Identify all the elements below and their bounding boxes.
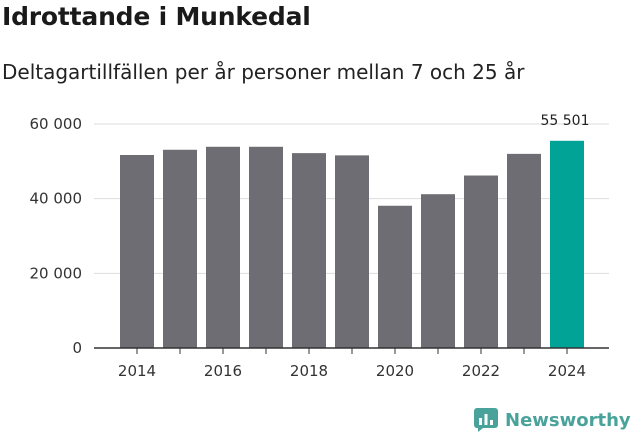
bar-2020: [378, 205, 412, 348]
bar-2024: [550, 140, 584, 348]
y-tick-label: 0: [72, 339, 82, 357]
highlight-value-label: 55 501: [541, 113, 590, 129]
brand-name: Newsworthy: [505, 409, 631, 431]
bar-2015: [163, 149, 197, 348]
bars: [120, 140, 584, 348]
x-tick-label: 2016: [204, 362, 242, 380]
bar-2016: [206, 146, 240, 348]
y-tick-label: 20 000: [30, 264, 83, 282]
bar-2014: [120, 154, 154, 348]
x-tick-label: 2024: [548, 362, 586, 380]
chart-title: Idrottande i Munkedal: [2, 2, 311, 31]
x-tick-label: 2020: [376, 362, 414, 380]
bar-2021: [421, 194, 455, 348]
bar-2023: [507, 153, 541, 348]
data-labels: 55 501: [541, 113, 590, 129]
y-tick-label: 40 000: [30, 190, 83, 208]
bar-2019: [335, 155, 369, 348]
bar-chart-icon: [474, 408, 498, 432]
bar-chart: 0 20 000 40 000 60 000 2014 2016 2018 2020 2022…: [30, 113, 609, 380]
bar-2022: [464, 175, 498, 348]
y-tick-label: 60 000: [30, 115, 83, 133]
x-tick-label: 2022: [462, 362, 500, 380]
bar-2017: [249, 146, 283, 348]
x-tick-label: 2018: [290, 362, 328, 380]
chart-subtitle: Deltagartillfällen per år personer mella…: [2, 60, 525, 84]
x-tick-label: 2014: [118, 362, 156, 380]
y-axis-ticks: 0 20 000 40 000 60 000: [30, 115, 83, 357]
x-axis-ticks: 2014 2016 2018 2020 2022 2024: [118, 348, 586, 380]
bar-2018: [292, 153, 326, 348]
newsworthy-logo: Newsworthy: [474, 408, 631, 432]
